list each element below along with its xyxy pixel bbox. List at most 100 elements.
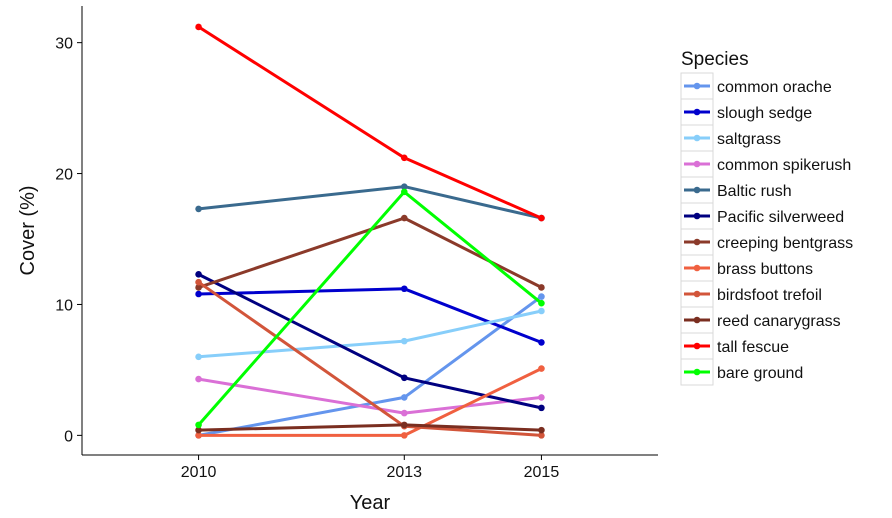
x-tick-label: 2010: [181, 464, 217, 481]
series-saltgrass: [195, 307, 545, 361]
data-point-saltgrass: [400, 337, 408, 345]
legend-item-pacific-silverweed: Pacific silverweed: [680, 202, 844, 230]
legend: Species common orache slough sedge saltgra…: [680, 49, 853, 386]
data-point-tall-fescue: [538, 214, 545, 222]
legend-items: common orache slough sedge saltgrass common…: [680, 72, 853, 386]
data-point-reed-canarygrass: [400, 421, 408, 429]
y-axis-title: Cover (%): [17, 185, 39, 275]
series-reed-canarygrass: [195, 421, 545, 434]
legend-label: slough sedge: [717, 105, 812, 122]
y-tick-label: 0: [64, 428, 73, 445]
series-pacific-silverweed: [195, 271, 545, 412]
legend-label: brass buttons: [717, 261, 813, 278]
series-tall-fescue: [195, 23, 545, 222]
legend-label: reed canarygrass: [717, 313, 841, 330]
data-point-tall-fescue: [195, 23, 202, 31]
legend-item-slough-sedge: slough sedge: [680, 98, 812, 126]
data-point-reed-canarygrass: [195, 426, 202, 434]
legend-item-common-spikerush: common spikerush: [680, 150, 851, 178]
data-point-slough-sedge: [400, 285, 408, 293]
data-point-common-spikerush: [538, 394, 545, 401]
legend-label: Pacific silverweed: [717, 209, 844, 226]
x-axis-title: Year: [350, 492, 391, 514]
legend-key-point: [693, 238, 701, 246]
data-point-birdsfoot-trefoil: [195, 278, 202, 286]
series-creeping-bentgrass: [195, 214, 545, 291]
data-point-bare-ground: [400, 188, 408, 196]
legend-key-point: [693, 368, 701, 376]
data-point-common-spikerush: [195, 375, 202, 383]
data-point-brass-buttons: [400, 432, 408, 439]
data-point-pacific-silverweed: [195, 271, 202, 278]
x-tick-label: 2015: [524, 464, 560, 481]
data-point-saltgrass: [195, 353, 202, 361]
series-baltic-rush: [195, 183, 545, 222]
series-line-bare-ground: [197, 190, 543, 427]
legend-item-baltic-rush: Baltic rush: [680, 176, 792, 204]
legend-key-point: [693, 186, 701, 194]
legend-item-brass-buttons: brass buttons: [680, 254, 813, 282]
data-point-pacific-silverweed: [538, 404, 545, 412]
legend-key-point: [693, 134, 701, 142]
legend-item-saltgrass: saltgrass: [680, 124, 781, 152]
y-tick-label: 10: [55, 297, 73, 314]
legend-key-point: [693, 290, 701, 298]
series-slough-sedge: [195, 285, 545, 346]
legend-label: birdsfoot trefoil: [717, 287, 822, 304]
data-point-common-orache: [400, 394, 408, 401]
legend-key-point: [693, 316, 701, 324]
data-point-baltic-rush: [195, 205, 202, 213]
series-birdsfoot-trefoil: [195, 278, 545, 439]
data-point-reed-canarygrass: [538, 426, 545, 434]
data-point-tall-fescue: [400, 154, 408, 162]
data-point-common-spikerush: [400, 409, 408, 417]
legend-key-point: [693, 342, 701, 350]
legend-item-creeping-bentgrass: creeping bentgrass: [680, 228, 853, 256]
legend-label: Baltic rush: [717, 183, 792, 200]
series-line-baltic-rush: [197, 185, 543, 220]
data-point-creeping-bentgrass: [538, 284, 545, 291]
series-line-birdsfoot-trefoil: [197, 280, 543, 437]
legend-label: saltgrass: [717, 131, 781, 148]
legend-key-point: [693, 212, 701, 220]
y-tick-label: 20: [55, 167, 73, 184]
data-point-common-orache: [538, 293, 545, 300]
data-point-slough-sedge: [538, 339, 545, 346]
series-common-spikerush: [195, 375, 545, 417]
series-bare-ground: [195, 188, 545, 429]
legend-item-birdsfoot-trefoil: birdsfoot trefoil: [680, 280, 822, 308]
legend-label: creeping bentgrass: [717, 235, 853, 252]
legend-item-tall-fescue: tall fescue: [680, 332, 789, 360]
data-point-creeping-bentgrass: [400, 214, 408, 222]
legend-title: Species: [681, 49, 749, 70]
legend-label: common spikerush: [717, 157, 851, 174]
data-point-brass-buttons: [195, 432, 202, 439]
series-brass-buttons: [195, 365, 545, 439]
legend-label: common orache: [717, 79, 832, 96]
data-point-brass-buttons: [538, 365, 545, 372]
axes: [81, 6, 658, 456]
legend-item-reed-canarygrass: reed canarygrass: [680, 306, 841, 334]
x-ticks: 2010 2013 2015: [181, 455, 560, 481]
data-point-slough-sedge: [195, 290, 202, 298]
legend-key-point: [693, 264, 701, 272]
data-point-pacific-silverweed: [400, 374, 408, 382]
legend-item-common-orache: common orache: [680, 72, 832, 100]
legend-key-point: [693, 160, 701, 168]
legend-label: bare ground: [717, 365, 803, 382]
x-tick-label: 2013: [386, 464, 422, 481]
data-point-baltic-rush: [400, 183, 408, 190]
y-ticks: 0 10 20 30: [55, 36, 82, 445]
data-point-bare-ground: [195, 421, 202, 429]
legend-item-bare-ground: bare ground: [680, 358, 803, 386]
legend-label: tall fescue: [717, 339, 789, 356]
data-point-birdsfoot-trefoil: [538, 432, 545, 439]
data-point-creeping-bentgrass: [195, 284, 202, 291]
legend-key-point: [693, 82, 701, 90]
data-point-saltgrass: [538, 307, 545, 315]
y-tick-label: 30: [55, 36, 73, 53]
data-point-bare-ground: [538, 299, 545, 307]
series-layer: [195, 23, 545, 439]
legend-key-point: [693, 108, 701, 116]
